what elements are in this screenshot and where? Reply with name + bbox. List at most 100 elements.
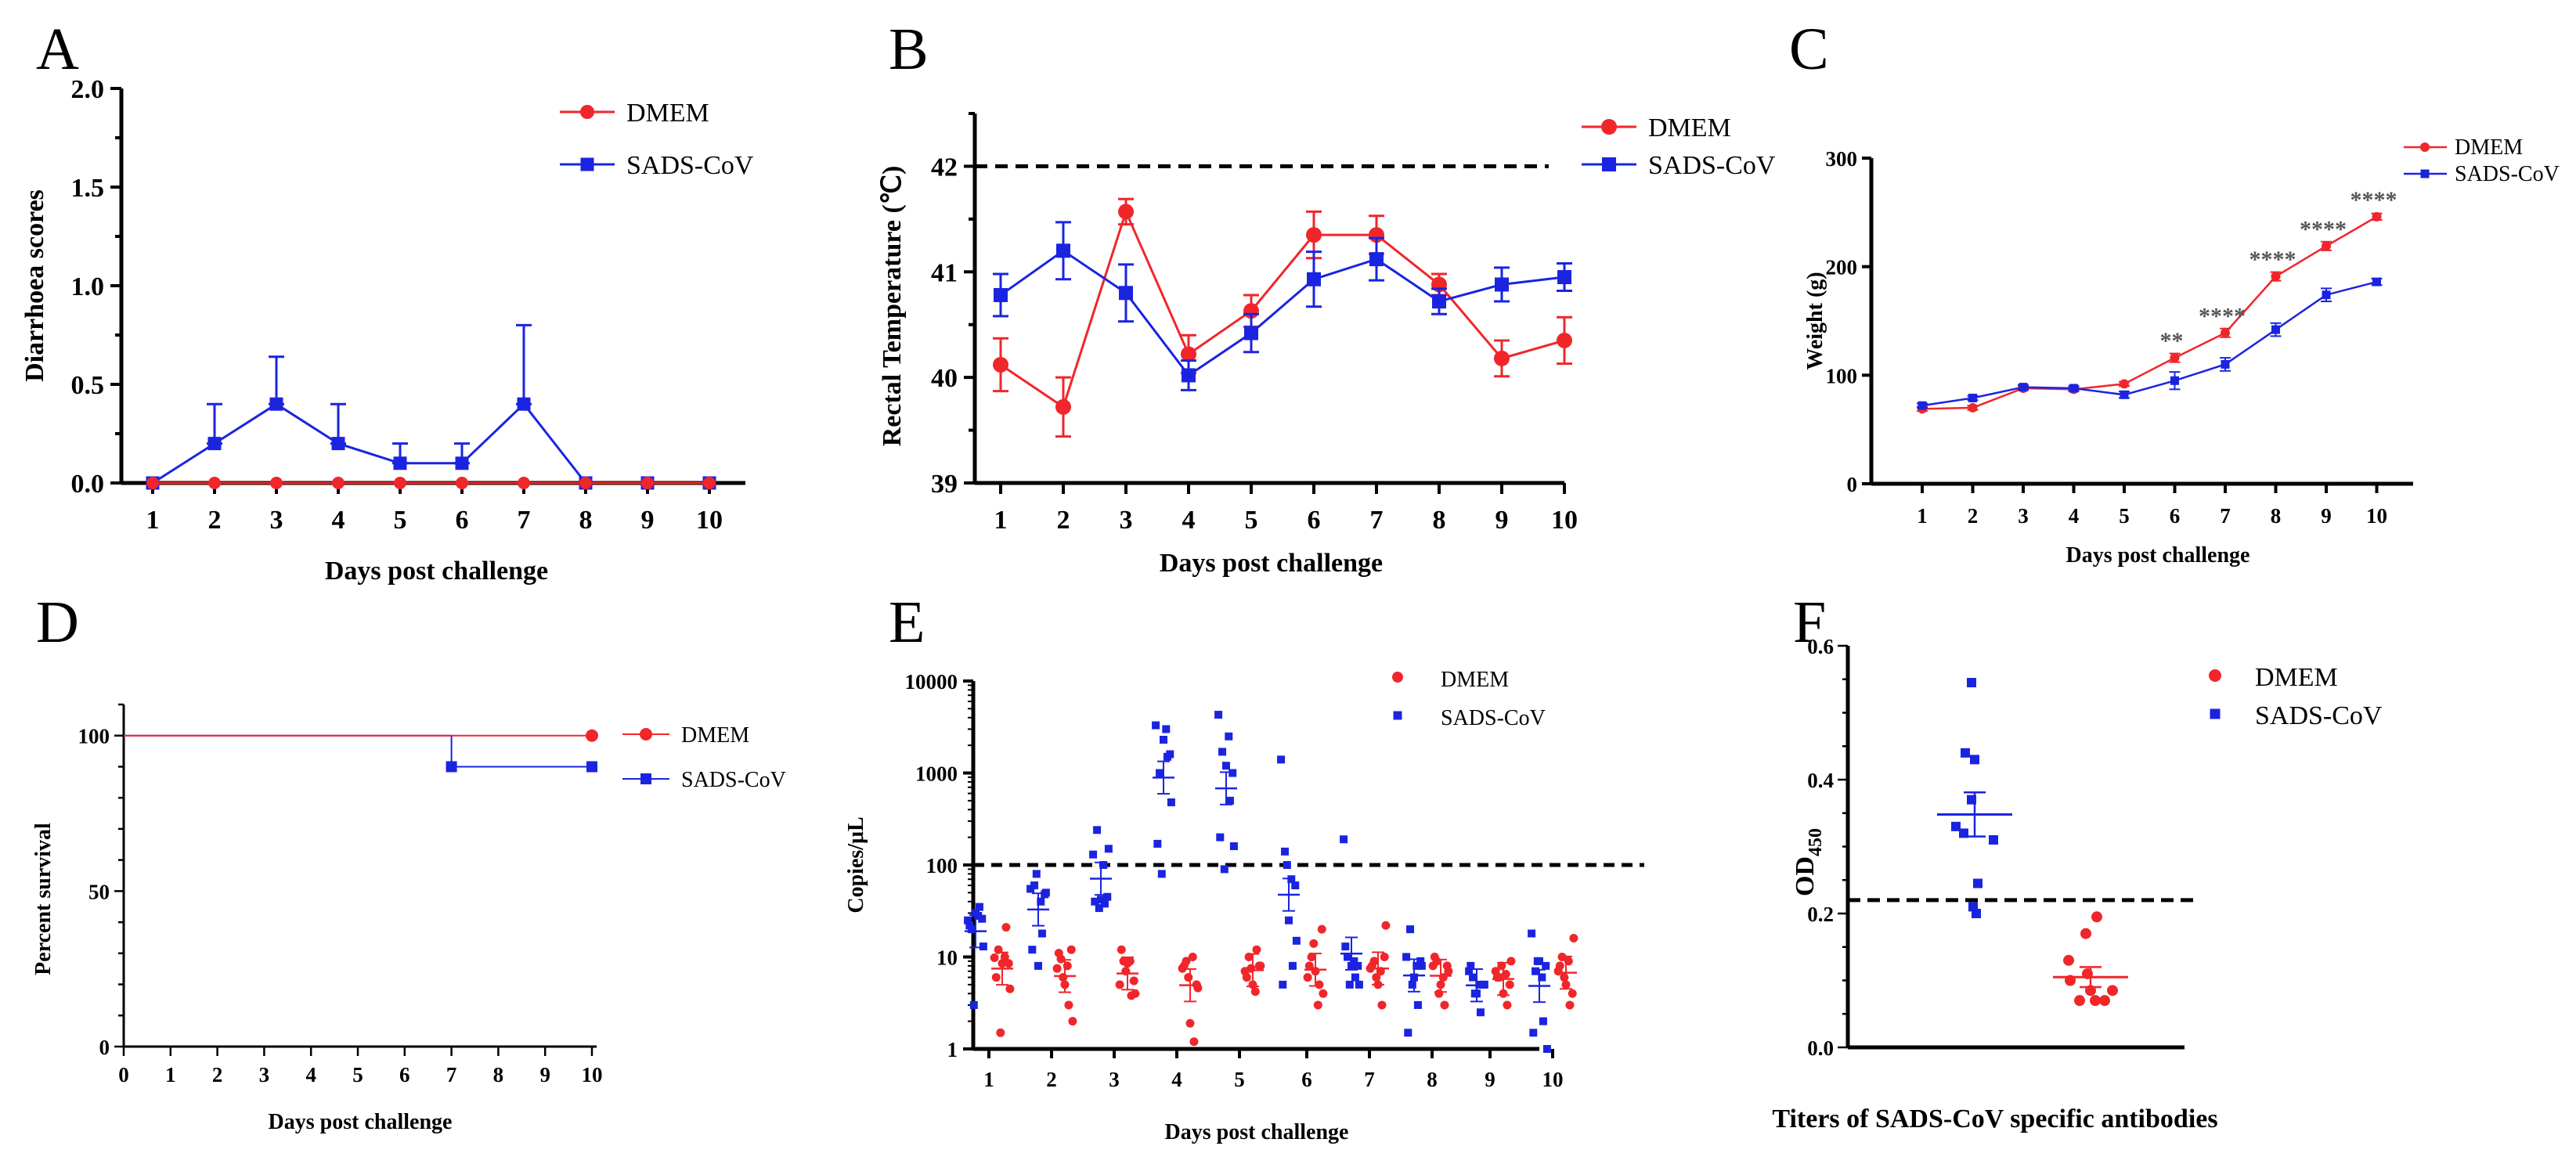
data-point-sads <box>1216 833 1225 841</box>
legend-marker-sads <box>2210 708 2221 719</box>
data-point-sads <box>964 916 972 924</box>
data-point-sads <box>1093 826 1102 834</box>
y-axis-label: Weight (g) <box>1803 272 1827 369</box>
x-tick-label: 1 <box>146 506 160 535</box>
data-point-dmem <box>1376 967 1385 976</box>
x-tick-label: 4 <box>2069 504 2080 528</box>
data-point-sads <box>1402 953 1411 961</box>
data-point-dmem <box>1303 973 1312 982</box>
data-point-sads <box>1220 865 1228 874</box>
data-point-sads <box>1032 870 1041 878</box>
x-tick-label: 7 <box>518 506 531 535</box>
data-point-sads <box>1152 721 1160 730</box>
data-point-sads <box>1091 897 1099 906</box>
data-point-sads <box>1281 847 1290 856</box>
x-tick-label: 3 <box>1120 506 1133 535</box>
data-point-dmem <box>2090 995 2101 1007</box>
data-point-dmem <box>1184 973 1193 982</box>
data-point-dmem <box>1373 980 1383 989</box>
panel-letter-e: E <box>889 589 925 655</box>
data-point-dmem <box>518 477 530 489</box>
data-point-dmem <box>1121 967 1131 976</box>
data-point-dmem <box>1000 953 1009 961</box>
y-tick-label: 10000 <box>905 670 958 694</box>
data-point-sads <box>1097 896 1105 904</box>
data-point-dmem <box>1494 350 1510 366</box>
data-point-dmem <box>703 477 716 489</box>
data-point-dmem <box>1247 964 1256 973</box>
data-point-sads <box>1416 957 1425 965</box>
y-tick-label: 41 <box>931 258 958 287</box>
legend-label-dmem: DMEM <box>2255 663 2338 692</box>
data-point-sads <box>1533 957 1542 965</box>
data-point-sads <box>1214 711 1223 719</box>
data-point-sads <box>1539 1017 1547 1025</box>
series-line-sads <box>124 734 592 768</box>
data-point-dmem <box>1066 945 1076 954</box>
data-point-dmem <box>1063 961 1072 971</box>
data-point-sads <box>1228 769 1237 777</box>
data-point-sads <box>1918 401 1927 410</box>
data-point-sads <box>1287 875 1296 884</box>
y-tick-label: 0 <box>1847 473 1858 496</box>
x-tick-label: 5 <box>394 506 407 535</box>
data-point-dmem <box>1313 1000 1322 1010</box>
y-axis-label: Copies/μL <box>844 816 868 913</box>
x-tick-label: 7 <box>1370 506 1384 535</box>
y-tick-label: 0.2 <box>1807 903 1834 926</box>
y-axis-label: Rectal Temperature (℃) <box>878 166 907 447</box>
data-point-dmem <box>1309 939 1319 948</box>
data-point-sads <box>1218 748 1227 756</box>
data-point-sads <box>1222 762 1230 770</box>
sads-errbar <box>516 323 532 405</box>
data-point-dmem <box>1565 1000 1575 1010</box>
data-point-sads <box>1408 980 1416 989</box>
legend-label-dmem: DMEM <box>626 99 709 128</box>
x-tick-label: 5 <box>2119 504 2130 528</box>
legend-marker-dmem <box>2209 669 2221 682</box>
data-point-sads <box>1989 834 1998 845</box>
data-point-sads <box>1970 755 1979 765</box>
data-point-dmem <box>1188 953 1197 961</box>
chart-panel-e: 1 10 100 1000 10000 1 2 3 4 5 6 7 8 9 10 Copies/μL Days … <box>844 668 1644 1144</box>
data-point-sads <box>1103 892 1112 901</box>
data-point-dmem <box>2322 241 2331 251</box>
data-point-dmem <box>2107 985 2118 996</box>
data-point-sads <box>1469 973 1477 982</box>
data-point-dmem <box>1372 973 1381 982</box>
x-tick-label: 9 <box>539 1063 550 1087</box>
data-point-dmem <box>1561 980 1571 989</box>
data-point-sads <box>1225 732 1233 741</box>
legend-marker-sads <box>1602 157 1616 171</box>
panel-letter-f: F <box>1793 589 1826 655</box>
data-point-dmem <box>394 477 406 489</box>
y-tick-label: 42 <box>931 153 958 182</box>
significance-marker: **** <box>2249 247 2296 272</box>
y-axis-label-subscript: 450 <box>1806 828 1826 856</box>
y-tick-label: 100 <box>926 854 958 878</box>
data-point-dmem <box>1503 1000 1512 1010</box>
x-tick-label: 10 <box>2366 504 2387 528</box>
data-point-dmem <box>2091 911 2102 923</box>
data-point-sads <box>1350 957 1358 965</box>
y-axis-label-main: OD <box>1791 856 1820 896</box>
x-tick-label: 6 <box>1308 506 1321 535</box>
data-point-dmem <box>994 945 1003 954</box>
y-tick-label: 1000 <box>915 762 958 786</box>
x-tick-label: 9 <box>1485 1068 1495 1091</box>
data-point-dmem <box>1438 973 1448 982</box>
x-tick-label: 6 <box>399 1063 410 1087</box>
data-point-dmem <box>1557 953 1567 961</box>
x-tick-label: 1 <box>1917 504 1928 528</box>
data-point-dmem <box>1131 989 1140 998</box>
data-point-sads <box>1288 961 1297 970</box>
data-point-sads <box>1340 835 1348 844</box>
data-point-sads <box>2069 384 2078 393</box>
x-tick-label: 8 <box>493 1063 504 1087</box>
legend-marker-sads <box>1393 711 1402 720</box>
data-point-sads <box>1307 272 1321 286</box>
x-tick-label: 2 <box>212 1063 223 1087</box>
data-point-dmem <box>1564 957 1573 966</box>
legend-label-sads: SADS-CoV <box>681 768 786 792</box>
data-point-dmem <box>1304 961 1314 971</box>
